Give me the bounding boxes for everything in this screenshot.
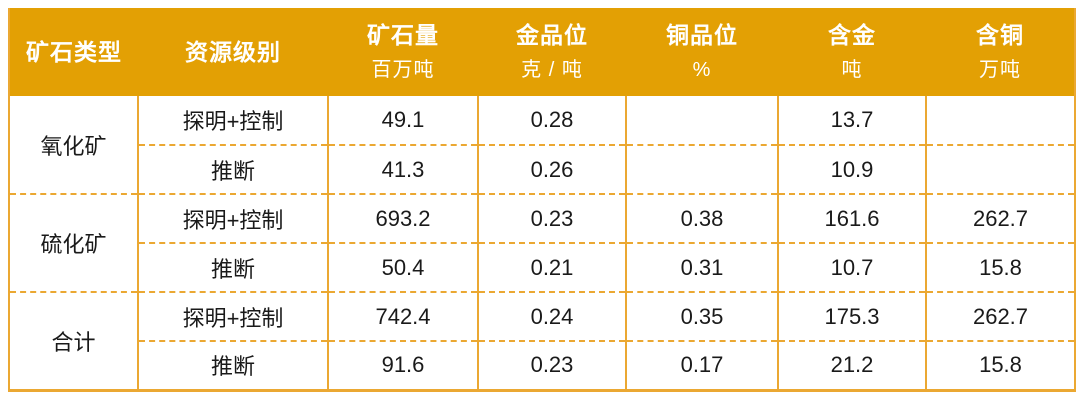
column-header-ore-type: 矿石类型 [9,8,138,96]
column-title: 铜品位 [666,22,738,48]
column-title: 矿石类型 [26,38,122,65]
column-unit: 克 / 吨 [521,59,583,81]
column-title: 资源级别 [185,38,281,65]
value-cell: 0.35 [625,292,778,342]
table-row: 推断 41.3 0.26 10.9 [9,145,1075,195]
value-cell: 15.8 [925,341,1075,390]
value-cell: 262.7 [925,292,1075,342]
column-header-contained-gold: 含金 吨 [778,8,926,96]
column-header-resource-level: 资源级别 [138,8,328,96]
value-cell: 91.6 [327,341,478,390]
value-cell: 13.7 [777,96,926,146]
column-title: 含金 [828,22,876,48]
resource-level-cell: 推断 [137,341,328,390]
value-cell: 10.9 [777,145,926,195]
value-cell [625,145,778,195]
column-header-gold-grade: 金品位 克 / 吨 [478,8,626,96]
column-unit: 百万吨 [371,59,435,81]
column-header-contained-copper: 含铜 万吨 [926,8,1075,96]
table-body: 氧化矿 探明+控制 49.1 0.28 13.7 推断 41.3 0.26 10… [9,96,1075,390]
value-cell: 0.28 [477,96,626,146]
resource-level-cell: 探明+控制 [137,96,328,146]
ore-type-cell: 硫化矿 [9,194,138,293]
value-cell: 742.4 [327,292,478,342]
value-cell: 0.21 [477,243,626,293]
column-unit: % [692,59,712,81]
value-cell [925,96,1075,146]
resource-level-cell: 推断 [137,145,328,195]
column-header-copper-grade: 铜品位 % [626,8,778,96]
column-title: 矿石量 [367,22,439,48]
ore-type-cell: 合计 [9,292,138,390]
table-row: 推断 50.4 0.21 0.31 10.7 15.8 [9,243,1075,293]
value-cell: 50.4 [327,243,478,293]
value-cell [625,96,778,146]
value-cell: 175.3 [777,292,926,342]
value-cell: 0.24 [477,292,626,342]
value-cell: 0.38 [625,194,778,244]
value-cell: 161.6 [777,194,926,244]
table-row: 硫化矿 探明+控制 693.2 0.23 0.38 161.6 262.7 [9,194,1075,293]
column-title: 含铜 [976,22,1024,48]
table-row: 氧化矿 探明+控制 49.1 0.28 13.7 [9,96,1075,195]
value-cell: 0.23 [477,341,626,390]
resource-level-cell: 探明+控制 [137,194,328,244]
value-cell: 41.3 [327,145,478,195]
resource-level-cell: 推断 [137,243,328,293]
value-cell: 15.8 [925,243,1075,293]
resource-level-cell: 探明+控制 [137,292,328,342]
mineral-resource-table: 矿石类型 资源级别 矿石量 百万吨 [8,8,1076,392]
value-cell: 0.23 [477,194,626,244]
value-cell: 0.26 [477,145,626,195]
value-cell [925,145,1075,195]
ore-type-cell: 氧化矿 [9,96,138,195]
value-cell: 0.31 [625,243,778,293]
table-row: 合计 探明+控制 742.4 0.24 0.35 175.3 262.7 [9,292,1075,390]
table-row: 推断 91.6 0.23 0.17 21.2 15.8 [9,341,1075,390]
value-cell: 262.7 [925,194,1075,244]
column-title: 金品位 [516,22,588,48]
column-unit: 万吨 [979,59,1021,81]
column-header-ore-tonnage: 矿石量 百万吨 [328,8,478,96]
table-header: 矿石类型 资源级别 矿石量 百万吨 [9,8,1075,96]
value-cell: 49.1 [327,96,478,146]
value-cell: 21.2 [777,341,926,390]
value-cell: 693.2 [327,194,478,244]
value-cell: 0.17 [625,341,778,390]
column-unit: 吨 [841,59,863,81]
value-cell: 10.7 [777,243,926,293]
